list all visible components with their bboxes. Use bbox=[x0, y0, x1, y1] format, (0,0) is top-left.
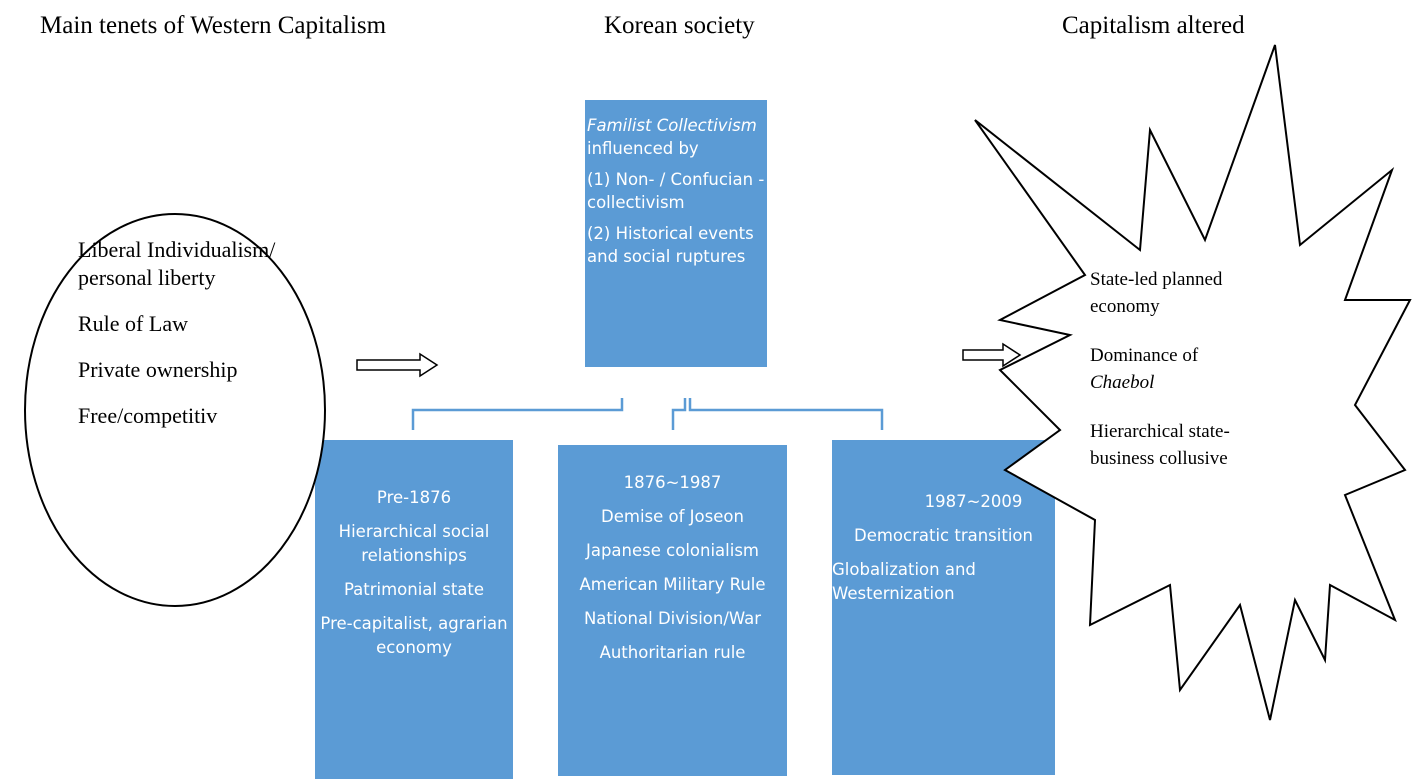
ellipse-item: Free/competitiv bbox=[78, 403, 218, 428]
ellipse-item: Liberal Individualism/ personal liberty bbox=[78, 237, 276, 290]
ellipse bbox=[24, 213, 326, 607]
period-item: Hierarchical social relationships bbox=[338, 522, 490, 565]
star-item: Dominance of bbox=[1090, 345, 1199, 366]
connector bbox=[688, 398, 884, 430]
header: Capitalism altered bbox=[1062, 12, 1245, 39]
period-item: Demise of Joseon bbox=[601, 507, 744, 526]
period-label: Pre-1876 bbox=[376, 488, 452, 507]
connector bbox=[671, 398, 687, 430]
header: Main tenets of Western Capitalism bbox=[40, 12, 387, 39]
period-box: Pre-1876 Hierarchical social relationshi… bbox=[315, 440, 513, 779]
period-item: Japanese colonialism bbox=[585, 541, 759, 560]
center-box: Familist Collectivism influenced by (1) … bbox=[585, 100, 767, 367]
period-item: Patrimonial state bbox=[343, 580, 485, 599]
center-title-suffix: influenced by bbox=[587, 139, 699, 158]
period-label: 1987~2009 bbox=[924, 492, 1023, 511]
period-box: 1987~2009 Democratic transition Globaliz… bbox=[832, 440, 1055, 775]
star bbox=[974, 44, 1412, 721]
arrow bbox=[962, 342, 1022, 368]
period-item: American Military Rule bbox=[579, 575, 766, 594]
center-title: Familist Collectivism bbox=[587, 116, 757, 135]
period-item: Globalization and Westernization bbox=[832, 560, 976, 603]
period-label: 1876~1987 bbox=[623, 473, 722, 492]
center-item: (2) Historical events and social rupture… bbox=[587, 224, 754, 266]
period-box: 1876~1987 Demise of Joseon Japanese colo… bbox=[558, 445, 787, 776]
ellipse-text: Liberal Individualism/ personal liberty … bbox=[78, 236, 278, 508]
center-item: (1) Non- / Confucian -collectivism bbox=[587, 170, 765, 212]
star-item: Hierarchical state-business collusive bbox=[1090, 421, 1230, 469]
connector bbox=[411, 398, 624, 430]
star-emphasis: Chaebol bbox=[1090, 372, 1155, 393]
ellipse-item: Private ownership bbox=[78, 357, 238, 382]
arrow bbox=[356, 352, 439, 378]
period-item: National Division/War bbox=[583, 609, 762, 628]
period-item: Pre-capitalist, agrarian economy bbox=[320, 614, 508, 657]
period-item: Authoritarian rule bbox=[599, 643, 746, 662]
header: Korean society bbox=[604, 12, 755, 39]
star-text: State-led planned economy Dominance of Ch… bbox=[1090, 266, 1260, 492]
period-item: Democratic transition bbox=[854, 526, 1033, 545]
star-item: State-led planned economy bbox=[1090, 269, 1223, 317]
ellipse-item: Rule of Law bbox=[78, 311, 188, 336]
